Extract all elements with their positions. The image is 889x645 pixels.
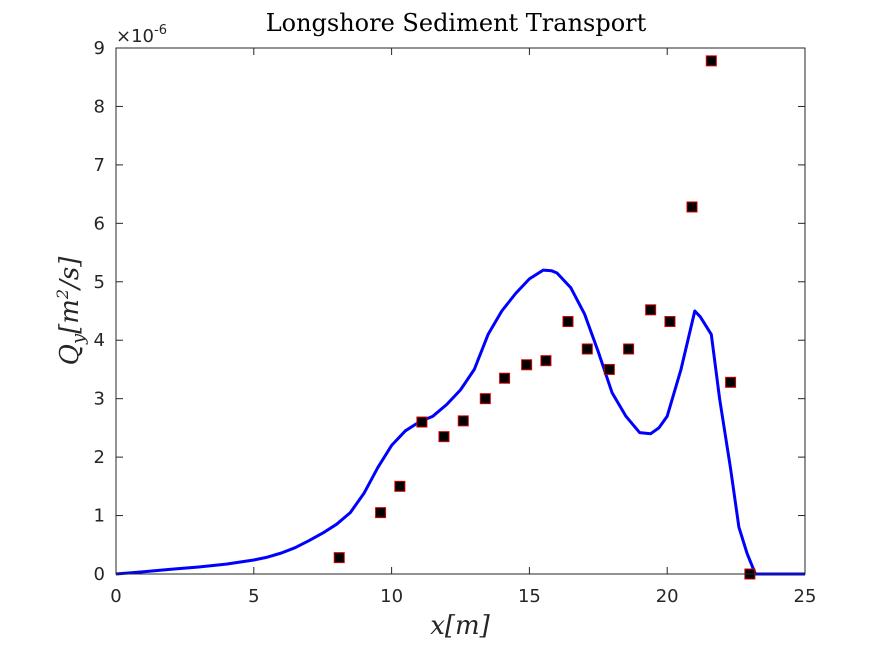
observation-point xyxy=(375,507,387,519)
observation-point xyxy=(705,55,717,67)
observation-point xyxy=(540,355,552,367)
observation-point xyxy=(394,480,406,492)
y-label-sub: y xyxy=(68,333,89,345)
y-exponent-power: -6 xyxy=(154,23,167,38)
observation-point xyxy=(333,552,345,564)
observation-point xyxy=(562,316,574,328)
x-tick-label: 15 xyxy=(518,586,541,607)
observation-point xyxy=(521,359,533,371)
plot-background xyxy=(116,48,805,574)
y-tick-label: 5 xyxy=(94,272,105,293)
y-axis-label: Qy[m2/s] xyxy=(53,256,89,366)
y-label-unit-rest: /s] xyxy=(55,256,85,292)
y-tick-label: 4 xyxy=(94,330,105,351)
y-label-unit-open: [ xyxy=(55,323,85,334)
x-tick-label: 0 xyxy=(110,586,121,607)
data-layer xyxy=(115,55,805,580)
plot-frame xyxy=(115,47,806,575)
observation-point xyxy=(499,372,511,384)
x-tick-label: 20 xyxy=(656,586,679,607)
observation-point xyxy=(664,316,676,328)
observation-point xyxy=(623,343,635,355)
observation-point xyxy=(581,343,593,355)
y-tick-label: 8 xyxy=(94,96,105,117)
y-tick-label: 7 xyxy=(94,155,105,176)
y-tick-label: 3 xyxy=(94,389,105,410)
y-tick-label: 2 xyxy=(94,447,105,468)
observation-point xyxy=(457,415,469,427)
model-line xyxy=(115,268,805,576)
y-exponent-label: ×10-6 xyxy=(116,23,167,47)
observation-point xyxy=(686,201,698,213)
x-tick-label: 5 xyxy=(248,586,259,607)
observation-point xyxy=(645,304,657,316)
observation-point xyxy=(438,431,450,443)
x-tick-label: 10 xyxy=(380,586,403,607)
x-axis-label: x[m] xyxy=(430,611,490,641)
observation-point xyxy=(479,393,491,405)
y-label-unit-exp: 2 xyxy=(53,289,72,300)
y-tick-label: 1 xyxy=(94,506,105,527)
ticks-layer: 0 5 10 15 20 25 0 1 2 3 4 5 6 7 8 9 xyxy=(94,38,817,607)
x-tick-label: 25 xyxy=(794,586,817,607)
y-tick-label: 9 xyxy=(94,38,105,59)
observation-point xyxy=(603,363,615,375)
y-tick-label: 0 xyxy=(94,564,105,585)
y-tick-label: 6 xyxy=(94,213,105,234)
observation-point xyxy=(416,416,428,428)
chart-title: Longshore Sediment Transport xyxy=(266,9,647,37)
y-exponent-prefix: ×10 xyxy=(116,26,154,47)
y-label-unit-m: m xyxy=(55,299,85,324)
observation-point xyxy=(725,376,737,388)
y-label-base: Q xyxy=(55,344,85,365)
